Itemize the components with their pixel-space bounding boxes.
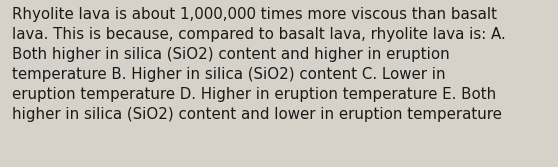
Text: Rhyolite lava is about 1,000,000 times more viscous than basalt
lava. This is be: Rhyolite lava is about 1,000,000 times m… <box>12 7 506 122</box>
